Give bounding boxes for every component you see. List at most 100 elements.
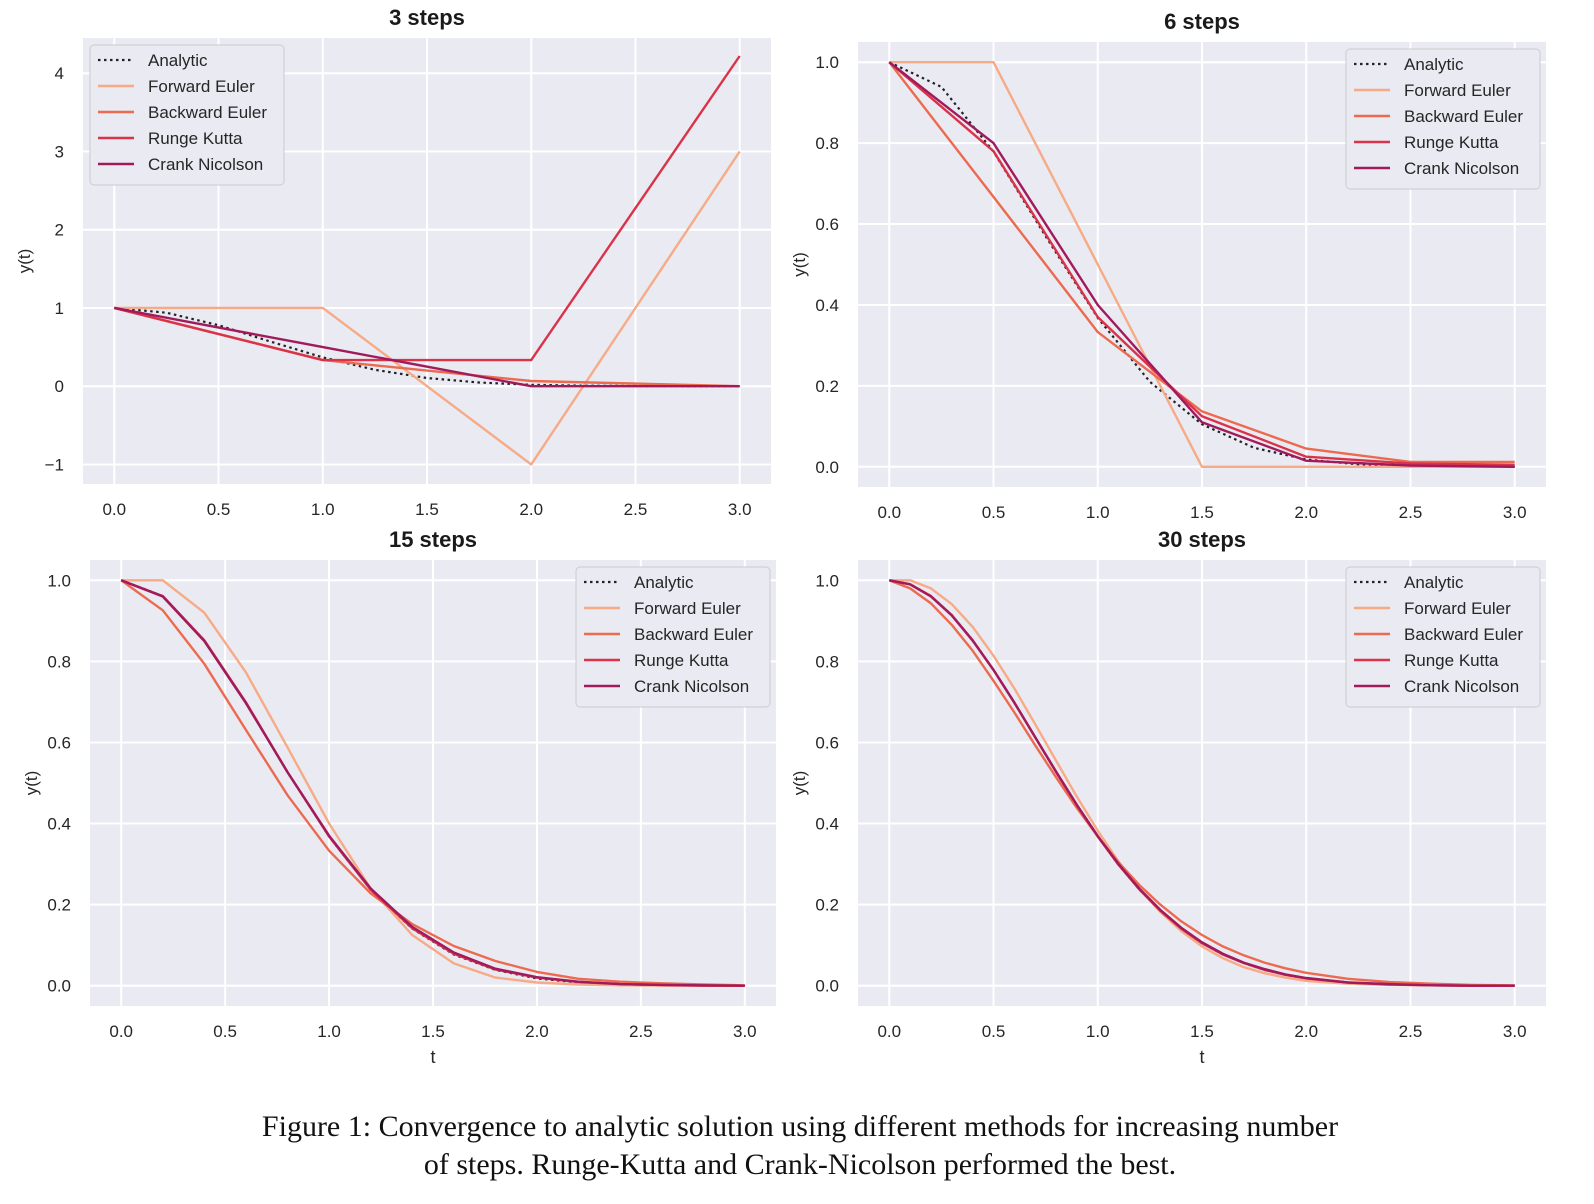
x-tick-label: 2.0 — [525, 1022, 549, 1041]
y-axis-label: y(t) — [790, 771, 809, 796]
legend-label: Backward Euler — [148, 103, 267, 122]
y-tick-label: 0.2 — [815, 377, 839, 396]
x-axis-label: t — [430, 1047, 435, 1067]
y-tick-label: 0.0 — [815, 458, 839, 477]
series-line — [888, 61, 1515, 468]
x-tick-label: 0.5 — [982, 503, 1006, 522]
legend-label: Forward Euler — [634, 599, 741, 618]
x-tick-label: 1.0 — [1086, 503, 1110, 522]
y-tick-label: 0.8 — [815, 652, 839, 671]
y-tick-label: 0.2 — [815, 896, 839, 915]
x-tick-label: 2.5 — [1399, 503, 1423, 522]
series-line — [888, 61, 1515, 468]
y-tick-label: 0.6 — [815, 733, 839, 752]
chart-title: 30 steps — [1158, 527, 1246, 552]
legend-label: Backward Euler — [1404, 107, 1523, 126]
legend-label: Analytic — [634, 573, 694, 592]
series-line — [888, 61, 1515, 464]
x-tick-label: 1.0 — [311, 500, 335, 519]
y-tick-label: −1 — [45, 455, 64, 474]
x-tick-label: 1.5 — [1190, 503, 1214, 522]
x-tick-label: 0.5 — [213, 1022, 237, 1041]
x-tick-label: 2.0 — [1294, 1022, 1318, 1041]
caption-line-1: Figure 1: Convergence to analytic soluti… — [261, 1110, 1339, 1143]
chart-panel-3: 0.0 0.5 1.0 1.5 2.0 2.5 3.0 0.0 0.2 0.4 0.6 0.8 1.0 1… — [22, 527, 776, 1067]
chart-title: 15 steps — [389, 527, 477, 552]
x-tick-label: 1.5 — [415, 500, 439, 519]
x-tick-label: 1.5 — [1190, 1022, 1214, 1041]
y-tick-label: 2 — [55, 221, 64, 240]
series-line — [114, 150, 741, 466]
series-line — [120, 579, 745, 987]
y-tick-label: 3 — [55, 142, 64, 161]
chart-title: 3 steps — [389, 5, 465, 30]
y-axis-label: y(t) — [22, 771, 41, 796]
series-line — [120, 579, 745, 987]
legend-box — [1345, 48, 1541, 190]
legend-box — [575, 566, 771, 708]
series-line — [888, 579, 1515, 987]
legend: Analytic Forward Euler Backward Euler Runge… — [1345, 566, 1541, 708]
legend-label: Crank Nicolson — [1404, 159, 1519, 178]
x-tick-label: 0.5 — [207, 500, 231, 519]
legend: Analytic Forward Euler Backward Euler Runge… — [575, 566, 771, 708]
series-line — [889, 579, 1515, 987]
x-tick-label: 2.5 — [624, 500, 648, 519]
legend-label: Analytic — [148, 51, 208, 70]
caption-line-2: of steps. Runge-Kutta and Crank-Nicolson… — [423, 1148, 1177, 1181]
y-tick-label: 1.0 — [47, 571, 71, 590]
legend-box — [89, 44, 285, 186]
y-axis-label: y(t) — [15, 249, 34, 274]
y-tick-label: 0 — [55, 377, 64, 396]
chart-title: 6 steps — [1164, 9, 1240, 34]
y-tick-label: 4 — [55, 64, 64, 83]
series-line — [114, 306, 740, 388]
x-tick-label: 0.5 — [982, 1022, 1006, 1041]
x-tick-label: 3.0 — [1503, 1022, 1527, 1041]
series-line — [114, 55, 741, 362]
legend-label: Forward Euler — [1404, 81, 1511, 100]
chart-panel-2: 0.0 0.5 1.0 1.5 2.0 2.5 3.0 0.0 0.2 0.4 0.6 0.8 1.0 6… — [790, 9, 1546, 522]
y-tick-label: 1.0 — [815, 571, 839, 590]
legend-label: Backward Euler — [634, 625, 753, 644]
y-tick-label: 0.4 — [815, 815, 839, 834]
legend-label: Analytic — [1404, 55, 1464, 74]
y-tick-label: 0.8 — [815, 134, 839, 153]
y-tick-label: 0.6 — [47, 733, 71, 752]
x-tick-label: 3.0 — [1503, 503, 1527, 522]
legend-label: Crank Nicolson — [1404, 677, 1519, 696]
legend-label: Runge Kutta — [148, 129, 243, 148]
legend-label: Runge Kutta — [634, 651, 729, 670]
legend-label: Runge Kutta — [1404, 651, 1499, 670]
x-tick-label: 3.0 — [728, 500, 752, 519]
x-tick-label: 2.5 — [1399, 1022, 1423, 1041]
legend-label: Backward Euler — [1404, 625, 1523, 644]
figure-caption: Figure 1: Convergence to analytic soluti… — [150, 1108, 1450, 1184]
x-tick-label: 2.0 — [519, 500, 543, 519]
chart-panel-4: 0.0 0.5 1.0 1.5 2.0 2.5 3.0 0.0 0.2 0.4 0.6 0.8 1.0 3… — [790, 527, 1546, 1067]
y-tick-label: 0.6 — [815, 215, 839, 234]
x-tick-label: 0.0 — [877, 1022, 901, 1041]
legend-label: Runge Kutta — [1404, 133, 1499, 152]
series-line — [888, 61, 1515, 466]
legend-label: Analytic — [1404, 573, 1464, 592]
y-tick-label: 1.0 — [815, 53, 839, 72]
y-tick-label: 0.0 — [815, 977, 839, 996]
x-tick-label: 2.5 — [629, 1022, 653, 1041]
x-tick-label: 1.5 — [421, 1022, 445, 1041]
legend-label: Crank Nicolson — [634, 677, 749, 696]
legend-label: Crank Nicolson — [148, 155, 263, 174]
x-tick-label: 3.0 — [733, 1022, 757, 1041]
y-tick-label: 0.2 — [47, 896, 71, 915]
legend-label: Forward Euler — [1404, 599, 1511, 618]
legend-box — [1345, 566, 1541, 708]
x-tick-label: 0.0 — [102, 500, 126, 519]
legend: Analytic Forward Euler Backward Euler Runge… — [89, 44, 285, 186]
y-tick-label: 1 — [55, 299, 64, 318]
x-tick-label: 0.0 — [877, 503, 901, 522]
y-axis-label: y(t) — [790, 252, 809, 277]
legend-label: Forward Euler — [148, 77, 255, 96]
y-tick-label: 0.4 — [47, 815, 71, 834]
y-tick-label: 0.8 — [47, 652, 71, 671]
